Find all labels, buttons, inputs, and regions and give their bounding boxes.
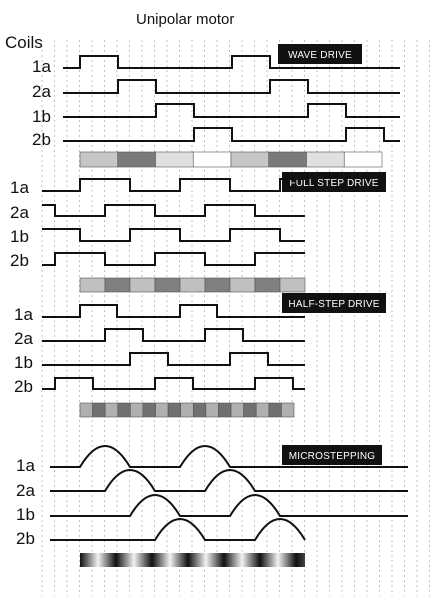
coil-label: 2b <box>14 377 33 396</box>
step-cell <box>306 151 345 168</box>
step-cell <box>179 277 206 293</box>
step-cell <box>230 402 244 418</box>
step-cell <box>255 402 270 418</box>
step-cell <box>281 402 295 418</box>
step-position-bar <box>79 277 306 293</box>
coil-label: 1b <box>16 505 35 524</box>
coil-2a-waveform <box>42 204 305 217</box>
half-step-drive-section: HALF-STEP DRIVE 1a 2a 1b 2b <box>14 293 386 418</box>
step-cell <box>79 277 106 293</box>
wave-drive-section: WAVE DRIVE 1a 2a 1b 2b <box>32 44 400 168</box>
coil-label: 2b <box>10 251 29 270</box>
coil-1b-waveform <box>42 352 305 366</box>
coil-label: 1a <box>14 305 33 324</box>
coil-2b-waveform <box>50 518 306 541</box>
step-position-bar <box>79 151 383 168</box>
coil-1b-waveform <box>63 103 400 118</box>
step-cell <box>79 151 119 168</box>
coil-label: 2a <box>16 481 35 500</box>
full-step-drive-section: FULL STEP DRIVE 1a 2a 1b 2b <box>10 172 386 293</box>
step-cell <box>279 277 306 293</box>
step-cell <box>104 277 131 293</box>
coil-label: 2a <box>32 82 51 101</box>
diagram-title: Unipolar motor <box>136 11 234 28</box>
step-position-bar <box>80 553 305 567</box>
coil-2a-waveform <box>42 328 305 342</box>
coil-label: 1a <box>10 178 29 197</box>
step-cell <box>218 402 232 418</box>
step-cell <box>343 151 383 168</box>
step-cell <box>268 402 282 418</box>
step-cell <box>117 402 131 418</box>
step-cell <box>167 402 182 418</box>
section-banner-text: WAVE DRIVE <box>288 50 352 61</box>
step-cell <box>204 277 231 293</box>
coil-2b-waveform <box>42 252 305 266</box>
coil-label: 1a <box>32 57 51 76</box>
step-cell <box>155 402 169 418</box>
coil-label: 1a <box>16 456 35 475</box>
step-cell <box>79 402 93 418</box>
section-banner <box>278 44 362 64</box>
section-banner-text: FULL STEP DRIVE <box>289 178 378 189</box>
step-position-bar <box>79 402 295 418</box>
step-cell <box>117 151 156 168</box>
microstepping-section: MICROSTEPPING 1a 2a 1b 2b <box>16 445 408 567</box>
coil-2a-waveform <box>50 469 408 492</box>
coil-label: 2a <box>14 329 33 348</box>
coil-2b-waveform <box>63 127 400 142</box>
step-cell <box>180 402 194 418</box>
step-cell <box>229 277 256 293</box>
coil-1b-waveform <box>42 228 305 242</box>
section-banner-text: HALF-STEP DRIVE <box>288 299 379 310</box>
step-cell <box>129 277 156 293</box>
step-cell <box>130 402 144 418</box>
section-banner-text: MICROSTEPPING <box>289 451 376 462</box>
coil-label: 2b <box>16 529 35 548</box>
section-banner <box>282 293 386 313</box>
step-cell <box>268 151 307 168</box>
step-cell <box>142 402 156 418</box>
coil-label: 2b <box>32 130 51 149</box>
coil-1a-waveform <box>42 304 305 318</box>
coil-1a-waveform <box>63 55 400 69</box>
step-cell <box>254 277 281 293</box>
step-cell <box>155 151 194 168</box>
step-cell <box>104 402 119 418</box>
step-cell <box>230 151 270 168</box>
coil-1a-waveform <box>42 178 305 192</box>
coil-label: 1b <box>32 107 51 126</box>
coil-label: 1b <box>14 353 33 372</box>
coil-1a-waveform <box>50 445 408 468</box>
coil-2b-waveform <box>42 377 305 390</box>
step-cell <box>205 402 219 418</box>
section-banner <box>282 445 382 465</box>
coils-header: Coils <box>5 33 43 52</box>
coil-1b-waveform <box>50 494 408 517</box>
step-cell <box>154 277 181 293</box>
step-cell <box>192 402 207 418</box>
step-cell <box>243 402 257 418</box>
coil-label: 2a <box>10 203 29 222</box>
step-cell <box>92 402 106 418</box>
step-cell <box>192 151 232 168</box>
coil-label: 1b <box>10 227 29 246</box>
section-banner <box>282 172 386 192</box>
coil-2a-waveform <box>63 79 400 94</box>
